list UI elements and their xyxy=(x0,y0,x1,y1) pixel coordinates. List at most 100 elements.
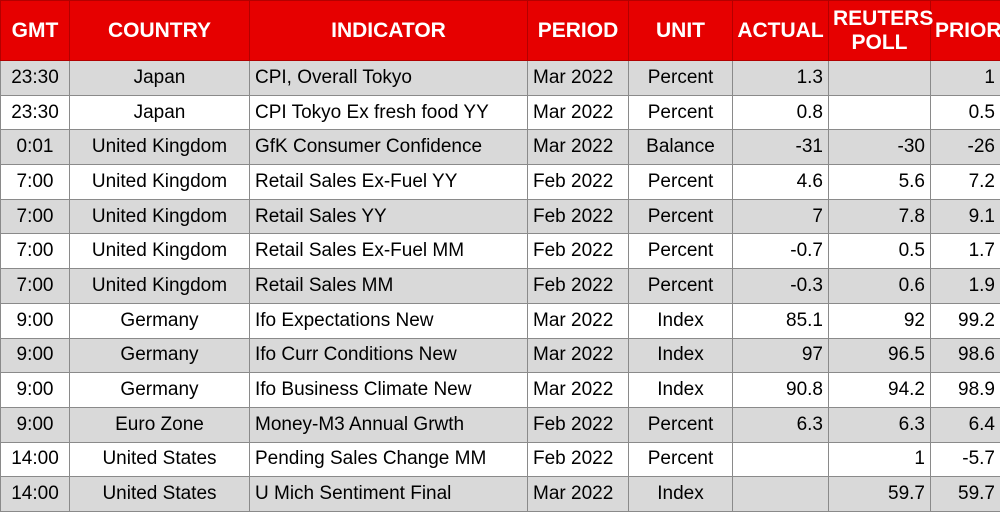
cell-gmt: 9:00 xyxy=(1,407,70,442)
cell-gmt: 14:00 xyxy=(1,442,70,477)
cell-unit: Percent xyxy=(629,165,733,200)
header-unit: UNIT xyxy=(629,1,733,61)
cell-actual xyxy=(733,477,829,512)
cell-indicator: GfK Consumer Confidence xyxy=(250,130,528,165)
cell-reuters-poll: 96.5 xyxy=(829,338,931,373)
cell-reuters-poll xyxy=(829,61,931,96)
cell-gmt: 0:01 xyxy=(1,130,70,165)
cell-indicator: Retail Sales MM xyxy=(250,269,528,304)
cell-gmt: 14:00 xyxy=(1,477,70,512)
cell-unit: Percent xyxy=(629,199,733,234)
cell-reuters-poll: 0.5 xyxy=(829,234,931,269)
cell-actual: 7 xyxy=(733,199,829,234)
cell-reuters-poll: 7.8 xyxy=(829,199,931,234)
cell-prior: 98.9 xyxy=(931,373,1000,408)
cell-indicator: Retail Sales Ex-Fuel YY xyxy=(250,165,528,200)
header-period: PERIOD xyxy=(528,1,629,61)
header-indicator: INDICATOR xyxy=(250,1,528,61)
cell-gmt: 23:30 xyxy=(1,95,70,130)
cell-country: Germany xyxy=(70,303,250,338)
cell-country: Japan xyxy=(70,61,250,96)
cell-unit: Balance xyxy=(629,130,733,165)
cell-actual: 4.6 xyxy=(733,165,829,200)
cell-period: Feb 2022 xyxy=(528,234,629,269)
cell-prior: 9.1 xyxy=(931,199,1000,234)
cell-country: Euro Zone xyxy=(70,407,250,442)
cell-actual xyxy=(733,442,829,477)
cell-indicator: CPI Tokyo Ex fresh food YY xyxy=(250,95,528,130)
cell-period: Mar 2022 xyxy=(528,61,629,96)
cell-actual: 90.8 xyxy=(733,373,829,408)
header-prior: PRIOR xyxy=(931,1,1000,61)
cell-period: Mar 2022 xyxy=(528,130,629,165)
cell-country: United States xyxy=(70,477,250,512)
cell-period: Feb 2022 xyxy=(528,165,629,200)
cell-period: Mar 2022 xyxy=(528,303,629,338)
cell-indicator: Pending Sales Change MM xyxy=(250,442,528,477)
cell-unit: Percent xyxy=(629,269,733,304)
cell-country: Germany xyxy=(70,373,250,408)
cell-country: United Kingdom xyxy=(70,234,250,269)
cell-indicator: Retail Sales YY xyxy=(250,199,528,234)
cell-prior: -5.7 xyxy=(931,442,1000,477)
header-actual: ACTUAL xyxy=(733,1,829,61)
cell-actual: -0.3 xyxy=(733,269,829,304)
cell-gmt: 9:00 xyxy=(1,373,70,408)
cell-country: United Kingdom xyxy=(70,130,250,165)
cell-period: Mar 2022 xyxy=(528,338,629,373)
cell-unit: Percent xyxy=(629,407,733,442)
cell-period: Feb 2022 xyxy=(528,442,629,477)
header-poll-line1: REUTERS xyxy=(833,7,933,30)
cell-period: Feb 2022 xyxy=(528,269,629,304)
cell-prior: 1.7 xyxy=(931,234,1000,269)
header-poll-line2: POLL xyxy=(852,31,908,54)
cell-prior: 99.2 xyxy=(931,303,1000,338)
cell-gmt: 9:00 xyxy=(1,303,70,338)
cell-unit: Index xyxy=(629,373,733,408)
cell-unit: Index xyxy=(629,303,733,338)
cell-country: United Kingdom xyxy=(70,269,250,304)
cell-prior: -26 xyxy=(931,130,1000,165)
cell-gmt: 23:30 xyxy=(1,61,70,96)
cell-actual: 1.3 xyxy=(733,61,829,96)
cell-unit: Percent xyxy=(629,61,733,96)
cell-period: Feb 2022 xyxy=(528,199,629,234)
cell-country: United States xyxy=(70,442,250,477)
cell-prior: 1.9 xyxy=(931,269,1000,304)
cell-indicator: Money-M3 Annual Grwth xyxy=(250,407,528,442)
cell-indicator: CPI, Overall Tokyo xyxy=(250,61,528,96)
cell-gmt: 7:00 xyxy=(1,269,70,304)
cell-reuters-poll: 0.6 xyxy=(829,269,931,304)
cell-prior: 98.6 xyxy=(931,338,1000,373)
cell-country: Japan xyxy=(70,95,250,130)
cell-actual: 85.1 xyxy=(733,303,829,338)
cell-gmt: 7:00 xyxy=(1,165,70,200)
cell-period: Mar 2022 xyxy=(528,95,629,130)
cell-prior: 1 xyxy=(931,61,1000,96)
table-header: GMT COUNTRY INDICATOR PERIOD UNIT ACTUAL… xyxy=(1,1,1000,61)
cell-country: United Kingdom xyxy=(70,199,250,234)
cell-actual: 0.8 xyxy=(733,95,829,130)
cell-reuters-poll: 1 xyxy=(829,442,931,477)
cell-reuters-poll: 59.7 xyxy=(829,477,931,512)
cell-gmt: 9:00 xyxy=(1,338,70,373)
cell-unit: Index xyxy=(629,338,733,373)
cell-period: Mar 2022 xyxy=(528,477,629,512)
cell-gmt: 7:00 xyxy=(1,234,70,269)
cell-unit: Percent xyxy=(629,234,733,269)
cell-period: Feb 2022 xyxy=(528,407,629,442)
cell-reuters-poll: 94.2 xyxy=(829,373,931,408)
